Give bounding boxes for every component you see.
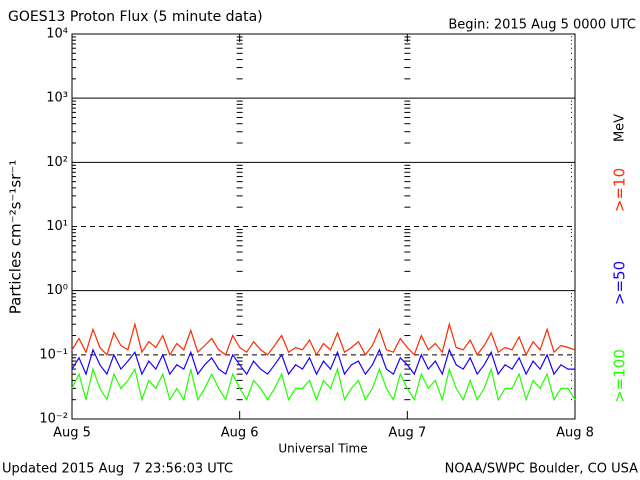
- legend-unit: MeV: [613, 114, 628, 142]
- series-line: [71, 366, 576, 402]
- x-tick-label: Aug 8: [556, 426, 594, 441]
- legend-entry: >=100: [611, 349, 629, 403]
- y-tick-label: 10⁰: [46, 283, 68, 298]
- chart-title: GOES13 Proton Flux (5 minute data): [8, 9, 263, 25]
- y-tick-label: 10¹: [46, 219, 68, 234]
- x-tick-label: Aug 5: [53, 426, 91, 441]
- x-axis-label: Universal Time: [278, 442, 367, 456]
- y-tick-label: 10⁻²: [39, 412, 68, 427]
- y-tick-label: 10³: [46, 91, 68, 106]
- plot-frame: [71, 33, 576, 420]
- y-tick-label: 10⁻¹: [39, 347, 68, 362]
- legend-entry: >=10: [611, 168, 629, 212]
- x-tick-label: Aug 7: [388, 426, 426, 441]
- footer-left: Updated 2015 Aug 7 23:56:03 UTC: [2, 462, 233, 477]
- y-tick-label: 10⁴: [46, 27, 68, 42]
- legend-entry: >=50: [611, 261, 629, 305]
- chart-subtitle: Begin: 2015 Aug 5 0000 UTC: [448, 18, 636, 33]
- y-axis-label: Particles cm⁻²s⁻¹sr⁻¹: [7, 160, 25, 314]
- series-line: [71, 348, 575, 376]
- y-tick-label: 10²: [46, 155, 68, 170]
- series-line: [71, 321, 576, 357]
- x-tick-label: Aug 6: [221, 426, 259, 441]
- footer-right: NOAA/SWPC Boulder, CO USA: [445, 462, 638, 477]
